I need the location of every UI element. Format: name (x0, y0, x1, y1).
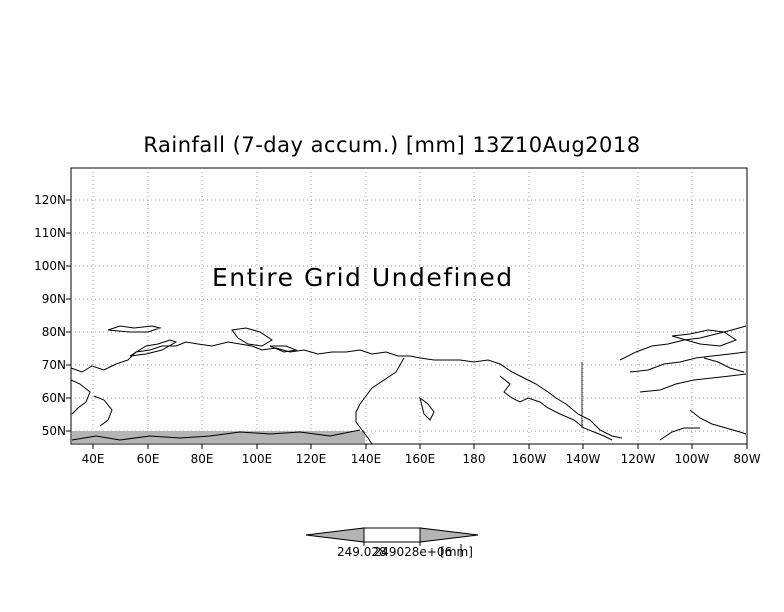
colorbar-center (363, 527, 421, 543)
lat-label: 120N (34, 193, 66, 207)
undefined-shading (72, 431, 365, 443)
lat-label: 100N (34, 259, 66, 273)
lat-label: 90N (41, 292, 66, 306)
undefined-message: Entire Grid Undefined (212, 263, 514, 292)
lon-label: 180 (462, 452, 486, 466)
lon-label: 160W (511, 452, 547, 466)
lat-label: 80N (41, 325, 66, 339)
lon-label: 120W (620, 452, 656, 466)
lat-label: 70N (41, 358, 66, 372)
colorbar-left-arrow (305, 527, 365, 543)
lon-label: 60E (136, 452, 160, 466)
lat-label: 110N (34, 226, 66, 240)
colorbar-value-label-2: 249028e+06 (373, 545, 453, 559)
colorbar-labels: 249.028249028e+06[mm] (337, 545, 473, 559)
lon-label: 80E (190, 452, 214, 466)
plot-frame (70, 167, 748, 445)
colorbar-unit-label: [mm] (440, 545, 473, 559)
lon-label: 40E (81, 452, 105, 466)
axis-ticks (66, 199, 748, 449)
colorbar-value-label: 249.028 (337, 545, 387, 559)
colorbar-right-arrow (419, 527, 479, 543)
lat-label: 60N (41, 391, 66, 405)
colorbar (305, 527, 479, 557)
lon-label: 160E (404, 452, 436, 466)
lon-label: 140E (350, 452, 382, 466)
lat-label: 50N (41, 424, 66, 438)
lon-label: 120E (295, 452, 327, 466)
lon-label: 100W (674, 452, 710, 466)
coastlines (70, 325, 747, 445)
grid-lines (71, 168, 747, 444)
lon-label: 100E (241, 452, 273, 466)
lon-label: 80W (733, 452, 761, 466)
chart-title: Rainfall (7-day accum.) [mm] 13Z10Aug201… (143, 133, 641, 157)
lon-label: 140W (565, 452, 601, 466)
